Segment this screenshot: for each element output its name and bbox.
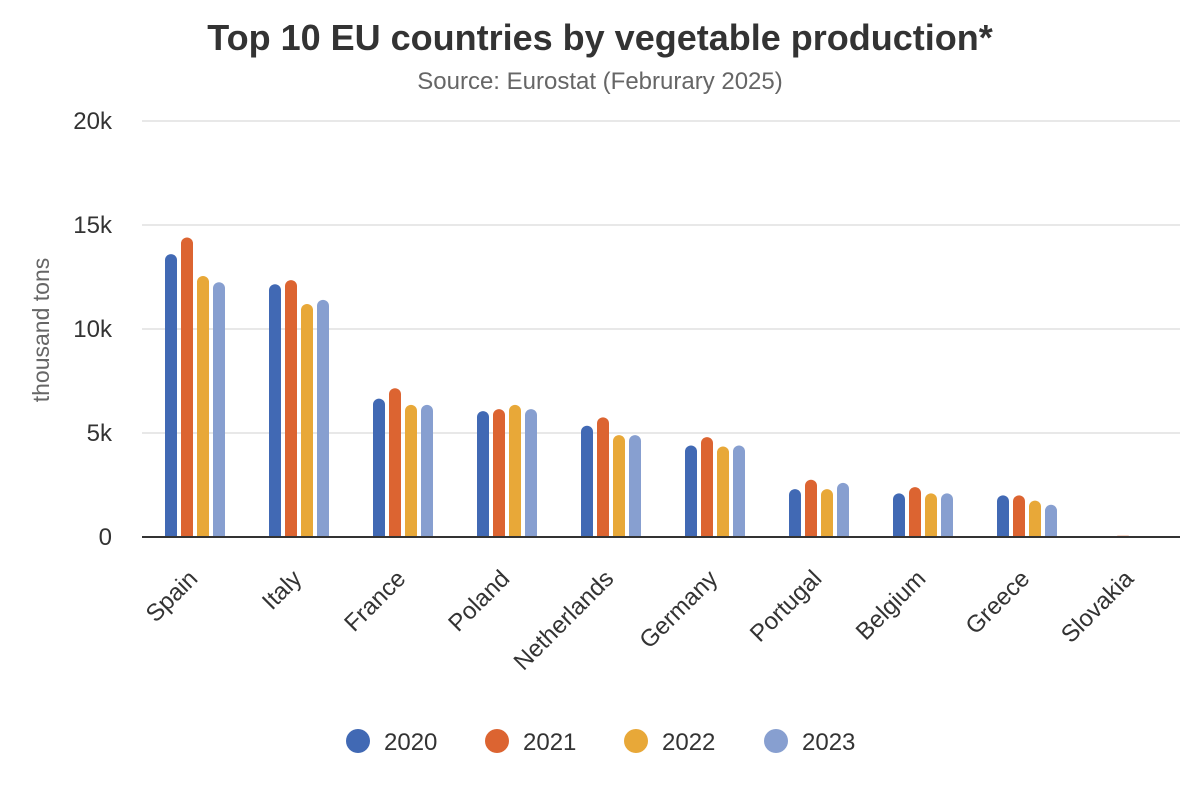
bar-italy-2021[interactable]: [285, 280, 297, 537]
bar-greece-2020[interactable]: [997, 495, 1009, 537]
legend-label: 2023: [802, 729, 855, 756]
x-tick-label: Spain: [141, 565, 204, 628]
bar-germany-2022[interactable]: [717, 446, 729, 537]
bar-france-2020[interactable]: [373, 398, 385, 537]
y-axis-label: thousand tons: [28, 258, 54, 403]
bar-belgium-2023[interactable]: [941, 493, 953, 537]
legend-label: 2020: [384, 729, 437, 756]
bar-germany-2020[interactable]: [685, 445, 697, 537]
bars: [165, 237, 1161, 538]
bar-netherlands-2022[interactable]: [613, 435, 625, 537]
bar-greece-2021[interactable]: [1013, 495, 1025, 537]
y-tick-label: 5k: [87, 420, 113, 447]
bar-netherlands-2020[interactable]: [581, 425, 593, 537]
x-tick-label: Italy: [257, 565, 307, 615]
bar-germany-2023[interactable]: [733, 445, 745, 537]
bar-greece-2023[interactable]: [1045, 504, 1057, 537]
y-axis-ticks: 0 5k 10k 15k 20k: [73, 108, 113, 551]
legend-item-2021[interactable]: 2021: [485, 729, 576, 756]
x-tick-label: Belgium: [851, 565, 931, 645]
chart-title: Top 10 EU countries by vegetable product…: [207, 17, 992, 58]
bar-poland-2020[interactable]: [477, 411, 489, 537]
bar-portugal-2022[interactable]: [821, 489, 833, 537]
legend-label: 2021: [523, 729, 576, 756]
bar-spain-2022[interactable]: [197, 275, 210, 537]
bar-poland-2023[interactable]: [525, 409, 537, 537]
bar-spain-2020[interactable]: [165, 254, 177, 537]
bar-netherlands-2021[interactable]: [597, 417, 609, 537]
bar-belgium-2021[interactable]: [909, 487, 921, 537]
bar-poland-2021[interactable]: [493, 409, 505, 537]
bar-germany-2021[interactable]: [701, 437, 713, 537]
legend-marker: [485, 729, 509, 753]
x-tick-label: Poland: [443, 565, 515, 637]
y-tick-label: 10k: [73, 316, 113, 343]
legend-marker: [624, 729, 648, 753]
bar-italy-2020[interactable]: [269, 284, 281, 537]
legend-item-2023[interactable]: 2023: [764, 729, 855, 756]
bar-belgium-2020[interactable]: [893, 493, 905, 537]
bar-greece-2022[interactable]: [1029, 500, 1041, 537]
x-tick-label: Netherlands: [509, 565, 620, 676]
bar-portugal-2021[interactable]: [805, 479, 817, 537]
x-tick-label: Portugal: [745, 565, 827, 647]
bar-belgium-2022[interactable]: [925, 493, 937, 537]
chart-subtitle: Source: Eurostat (Februrary 2025): [417, 68, 783, 95]
bar-italy-2023[interactable]: [317, 299, 329, 537]
legend-label: 2022: [662, 729, 715, 756]
bar-portugal-2023[interactable]: [837, 482, 849, 537]
legend-marker: [764, 729, 788, 753]
y-tick-label: 0: [99, 524, 112, 551]
bar-spain-2021[interactable]: [181, 237, 193, 538]
legend-item-2022[interactable]: 2022: [624, 729, 715, 756]
bar-spain-2023[interactable]: [213, 282, 225, 537]
bar-portugal-2020[interactable]: [789, 489, 801, 537]
bar-france-2023[interactable]: [421, 404, 433, 537]
x-tick-label: Germany: [634, 565, 723, 654]
x-tick-label: Slovakia: [1056, 565, 1140, 649]
y-tick-label: 15k: [73, 212, 113, 239]
bar-italy-2022[interactable]: [301, 304, 313, 537]
bar-france-2022[interactable]: [405, 404, 417, 537]
bar-netherlands-2023[interactable]: [629, 435, 641, 537]
y-tick-label: 20k: [73, 108, 113, 135]
legend-item-2020[interactable]: 2020: [346, 729, 437, 756]
legend[interactable]: 2020 2021 2022 2023: [346, 729, 855, 756]
x-tick-label: Greece: [960, 565, 1035, 640]
gridlines: [142, 120, 1180, 434]
legend-marker: [346, 729, 370, 753]
bar-france-2021[interactable]: [389, 388, 401, 537]
x-tick-label: France: [339, 565, 411, 637]
bar-poland-2022[interactable]: [509, 404, 521, 537]
